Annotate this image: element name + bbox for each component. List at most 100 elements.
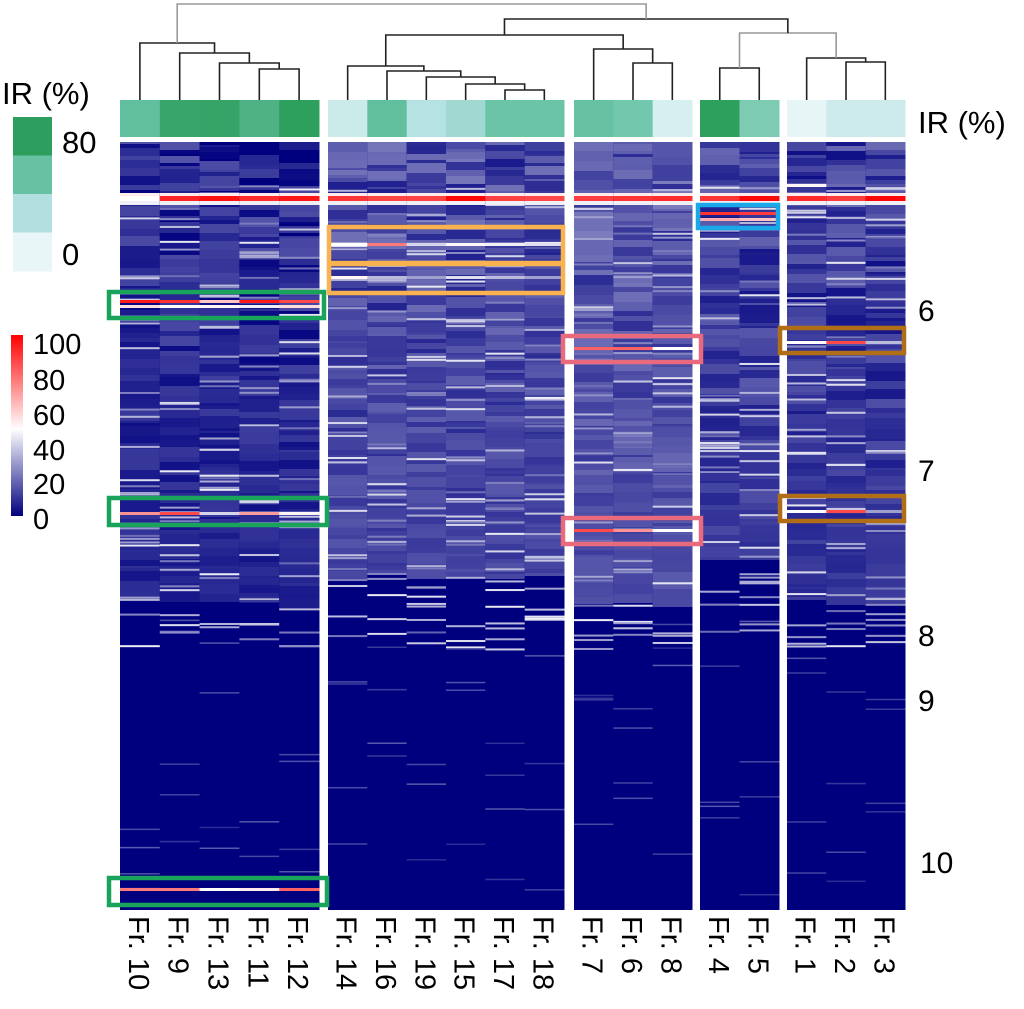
heatmap-cell [239,296,280,299]
heatmap-cell [652,426,693,428]
heatmap-cell [524,389,565,395]
heatmap-cell [485,170,526,176]
heatmap-cell [700,665,740,667]
dendrogram-branch [178,52,251,100]
heatmap-cell [239,515,280,525]
heatmap-cell [652,392,693,395]
heatmap-cell [328,189,368,192]
heatmap-cell [239,357,280,363]
ir-cell [446,100,486,137]
heatmap-cell [406,783,447,785]
heatmap-cell [328,320,368,330]
heatmap-cell [199,364,240,372]
heatmap-cell [159,218,201,221]
heatmap-cell [613,435,654,445]
heatmap-cell [159,520,201,523]
heatmap-cell [159,142,201,150]
heatmap-cell [652,599,693,607]
heatmap-cell [120,613,161,616]
heatmap-cell [485,559,526,563]
heatmap-cell [406,312,447,321]
heatmap-cell [826,216,867,219]
heatmap-cell [865,408,906,413]
heatmap-cell [279,476,320,479]
heatmap-cell [239,485,280,493]
heatmap-cell [328,365,368,368]
heatmap-cell [865,634,906,637]
heatmap-cell [367,483,408,486]
heatmap-cell [652,417,693,424]
heatmap-cell [239,365,280,368]
heatmap-cell [524,285,565,295]
heatmap-cell [446,187,486,190]
heatmap-cell [279,469,320,476]
heatmap-cell [524,617,565,620]
heatmap-cell [446,477,486,482]
heatmap-cell [485,265,526,268]
heatmap-cell [446,196,486,201]
heatmap-cell [574,270,614,275]
heatmap-cell [446,572,486,578]
heatmap-cell [159,210,201,216]
heatmap-cell [120,537,161,540]
heatmap-cell [826,160,867,165]
heatmap-cell [700,444,740,447]
heatmap-cell [367,205,408,213]
heatmap-cell [367,403,408,412]
heatmap-cell [406,602,447,605]
value-legend-tick-100: 100 [33,329,81,361]
heatmap-cell [574,426,614,428]
heatmap-cell [826,341,867,344]
heatmap-cell [613,463,654,472]
heatmap-cell [865,255,906,257]
heatmap-cell [485,253,526,262]
heatmap-cell [328,399,368,404]
heatmap-cell [446,368,486,376]
heatmap-cell [199,325,240,328]
heatmap-cell [199,233,240,241]
heatmap-cell [574,823,614,826]
heatmap-cell [159,534,201,544]
heatmap-cell [652,190,693,193]
heatmap-cell [524,500,565,508]
heatmap-cell [120,505,161,514]
heatmap-cell [826,142,867,146]
heatmap-cell [485,400,526,402]
heatmap-cell [739,542,780,546]
heatmap-cell [524,525,565,527]
heatmap-cell [574,496,614,506]
heatmap-cell [574,536,614,541]
heatmap-cell [613,474,654,483]
heatmap-cell [613,221,654,226]
heatmap-cell [159,631,201,634]
heatmap-cell [826,336,867,339]
heatmap-cell [239,474,280,477]
ir-legend-swatch [13,194,52,233]
heatmap-cell [159,516,201,519]
heatmap-cell [328,535,368,539]
heatmap-cell [485,580,526,583]
heatmap-cell [328,461,368,464]
heatmap-cell [865,196,906,201]
heatmap-cell [446,321,486,324]
heatmap-cell [652,353,693,358]
heatmap-cell [120,156,161,160]
heatmap-cell [328,528,368,535]
heatmap-cell [406,234,447,240]
heatmap-cell [328,311,368,320]
heatmap-cell [406,410,447,417]
value-legend: 100 80 60 40 20 0 [11,329,81,536]
heatmap-cell [613,409,654,418]
heatmap-cell [787,513,827,521]
heatmap-cell [787,209,827,212]
heatmap-cell [406,586,447,589]
heatmap-cell [199,409,240,416]
heatmap-cell [120,415,161,418]
heatmap-cell [739,582,780,585]
heatmap-cell [120,461,161,470]
heatmap-cell [485,145,526,151]
heatmap-cell [787,392,827,395]
heatmap-cell [159,888,201,891]
heatmap-cell [826,628,867,631]
heatmap-cell [574,237,614,240]
